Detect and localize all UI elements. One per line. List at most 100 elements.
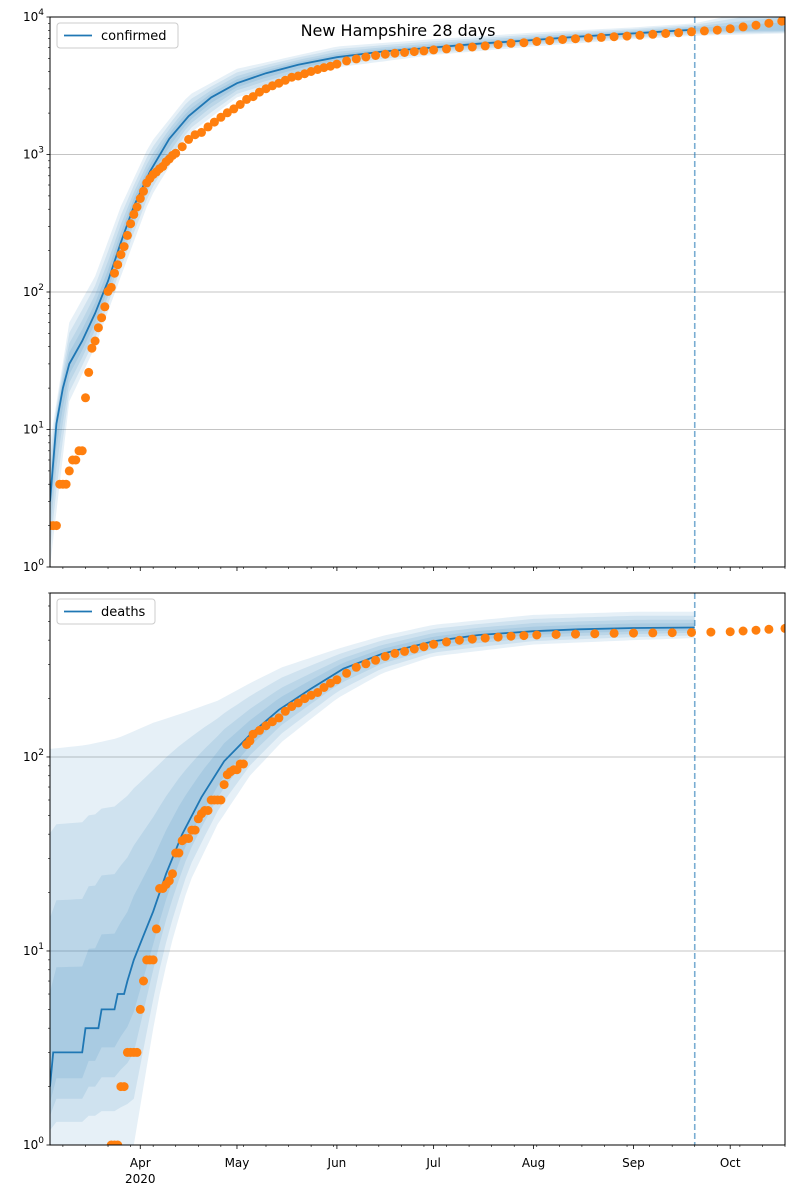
observed-point bbox=[342, 668, 352, 678]
observed-point bbox=[780, 17, 785, 25]
observed-point bbox=[480, 633, 490, 643]
observed-point bbox=[110, 268, 119, 278]
observed-point bbox=[235, 100, 245, 109]
observed-point bbox=[93, 323, 103, 333]
observed-point bbox=[177, 142, 187, 152]
observed-point bbox=[622, 31, 632, 41]
observed-point bbox=[380, 651, 390, 661]
observed-point bbox=[532, 37, 542, 46]
observed-point bbox=[113, 260, 123, 270]
observed-point bbox=[274, 713, 284, 723]
observed-point bbox=[222, 108, 232, 118]
observed-point bbox=[119, 1082, 129, 1092]
observed-point bbox=[545, 36, 555, 46]
observed-point bbox=[261, 721, 271, 731]
observed-point bbox=[571, 34, 580, 44]
observed-point bbox=[596, 32, 606, 42]
observed-point bbox=[467, 42, 477, 52]
y-tick-label: 103 bbox=[23, 146, 44, 162]
observed-point bbox=[519, 631, 529, 641]
observed-point bbox=[532, 630, 542, 640]
observed-point bbox=[97, 313, 107, 323]
x-tick-label: Jul bbox=[425, 1156, 440, 1170]
observed-point bbox=[506, 38, 516, 48]
observed-point bbox=[648, 628, 658, 638]
observed-point bbox=[245, 736, 255, 746]
observed-point bbox=[699, 26, 709, 36]
observed-point bbox=[171, 148, 181, 158]
observed-point bbox=[390, 48, 400, 58]
x-tick-label: Aug bbox=[522, 1156, 545, 1170]
observed-point bbox=[87, 343, 97, 353]
observed-point bbox=[712, 25, 722, 35]
observed-point bbox=[429, 639, 439, 649]
uncertainty-band bbox=[50, 611, 695, 1145]
uncertainty-band bbox=[50, 17, 785, 567]
observed-point bbox=[667, 628, 677, 638]
observed-point bbox=[71, 455, 81, 465]
observed-point bbox=[442, 637, 451, 647]
observed-point bbox=[571, 629, 580, 639]
observed-point bbox=[139, 976, 148, 986]
observed-point bbox=[687, 628, 696, 637]
observed-point bbox=[609, 32, 619, 42]
observed-point bbox=[551, 630, 561, 639]
axes-frame bbox=[49, 16, 786, 568]
observed-point bbox=[780, 623, 785, 633]
observed-point bbox=[313, 688, 323, 697]
observed-point bbox=[203, 122, 213, 132]
x-tick-label: Oct bbox=[720, 1156, 741, 1170]
observed-point bbox=[77, 446, 87, 456]
observed-point bbox=[61, 479, 71, 489]
observed-point bbox=[480, 41, 490, 51]
observed-point bbox=[174, 848, 184, 858]
legend: deaths bbox=[56, 598, 156, 625]
legend-label: confirmed bbox=[101, 29, 167, 44]
observed-point bbox=[209, 117, 219, 127]
y-tick-label: 102 bbox=[23, 748, 44, 764]
year-label: 2020 bbox=[125, 1172, 156, 1186]
model-line bbox=[50, 28, 695, 502]
observed-point bbox=[590, 629, 600, 639]
observed-point bbox=[190, 825, 200, 835]
observed-point bbox=[493, 632, 503, 642]
observed-point bbox=[216, 795, 226, 805]
observed-point bbox=[238, 759, 248, 769]
observed-point bbox=[635, 30, 645, 40]
observed-point bbox=[132, 202, 142, 212]
observed-point bbox=[126, 219, 136, 229]
observed-point bbox=[84, 367, 94, 377]
observed-point bbox=[148, 955, 158, 965]
observed-point bbox=[135, 194, 145, 203]
observed-point bbox=[419, 642, 429, 652]
observed-point bbox=[361, 52, 371, 62]
observed-point bbox=[400, 646, 410, 656]
observed-point bbox=[280, 706, 290, 716]
observed-point bbox=[106, 282, 116, 292]
observed-point bbox=[454, 635, 464, 645]
observed-point bbox=[706, 627, 716, 637]
observed-point bbox=[409, 47, 419, 57]
observed-point bbox=[725, 24, 735, 34]
legend: confirmed bbox=[56, 22, 179, 49]
observed-point bbox=[113, 1140, 123, 1145]
observed-point bbox=[764, 624, 774, 634]
observed-point bbox=[400, 48, 410, 57]
x-tick-label: Jun bbox=[327, 1156, 347, 1170]
observed-point bbox=[361, 659, 371, 669]
observed-point bbox=[151, 924, 161, 934]
uncertainty-band bbox=[50, 619, 695, 1116]
y-tick-label: 100 bbox=[23, 1136, 44, 1152]
observed-point bbox=[442, 44, 451, 54]
observed-point bbox=[119, 242, 129, 252]
confirmed-panel: 100 101 102 103 104 confirmed bbox=[23, 8, 786, 574]
observed-point bbox=[409, 644, 419, 654]
observed-point bbox=[332, 675, 342, 685]
y-tick-label: 101 bbox=[23, 942, 44, 958]
observed-point bbox=[609, 628, 619, 638]
observed-point bbox=[255, 725, 264, 735]
observed-point bbox=[390, 648, 400, 658]
observed-point bbox=[351, 662, 361, 672]
observed-point bbox=[738, 626, 748, 636]
observed-point bbox=[429, 45, 439, 55]
